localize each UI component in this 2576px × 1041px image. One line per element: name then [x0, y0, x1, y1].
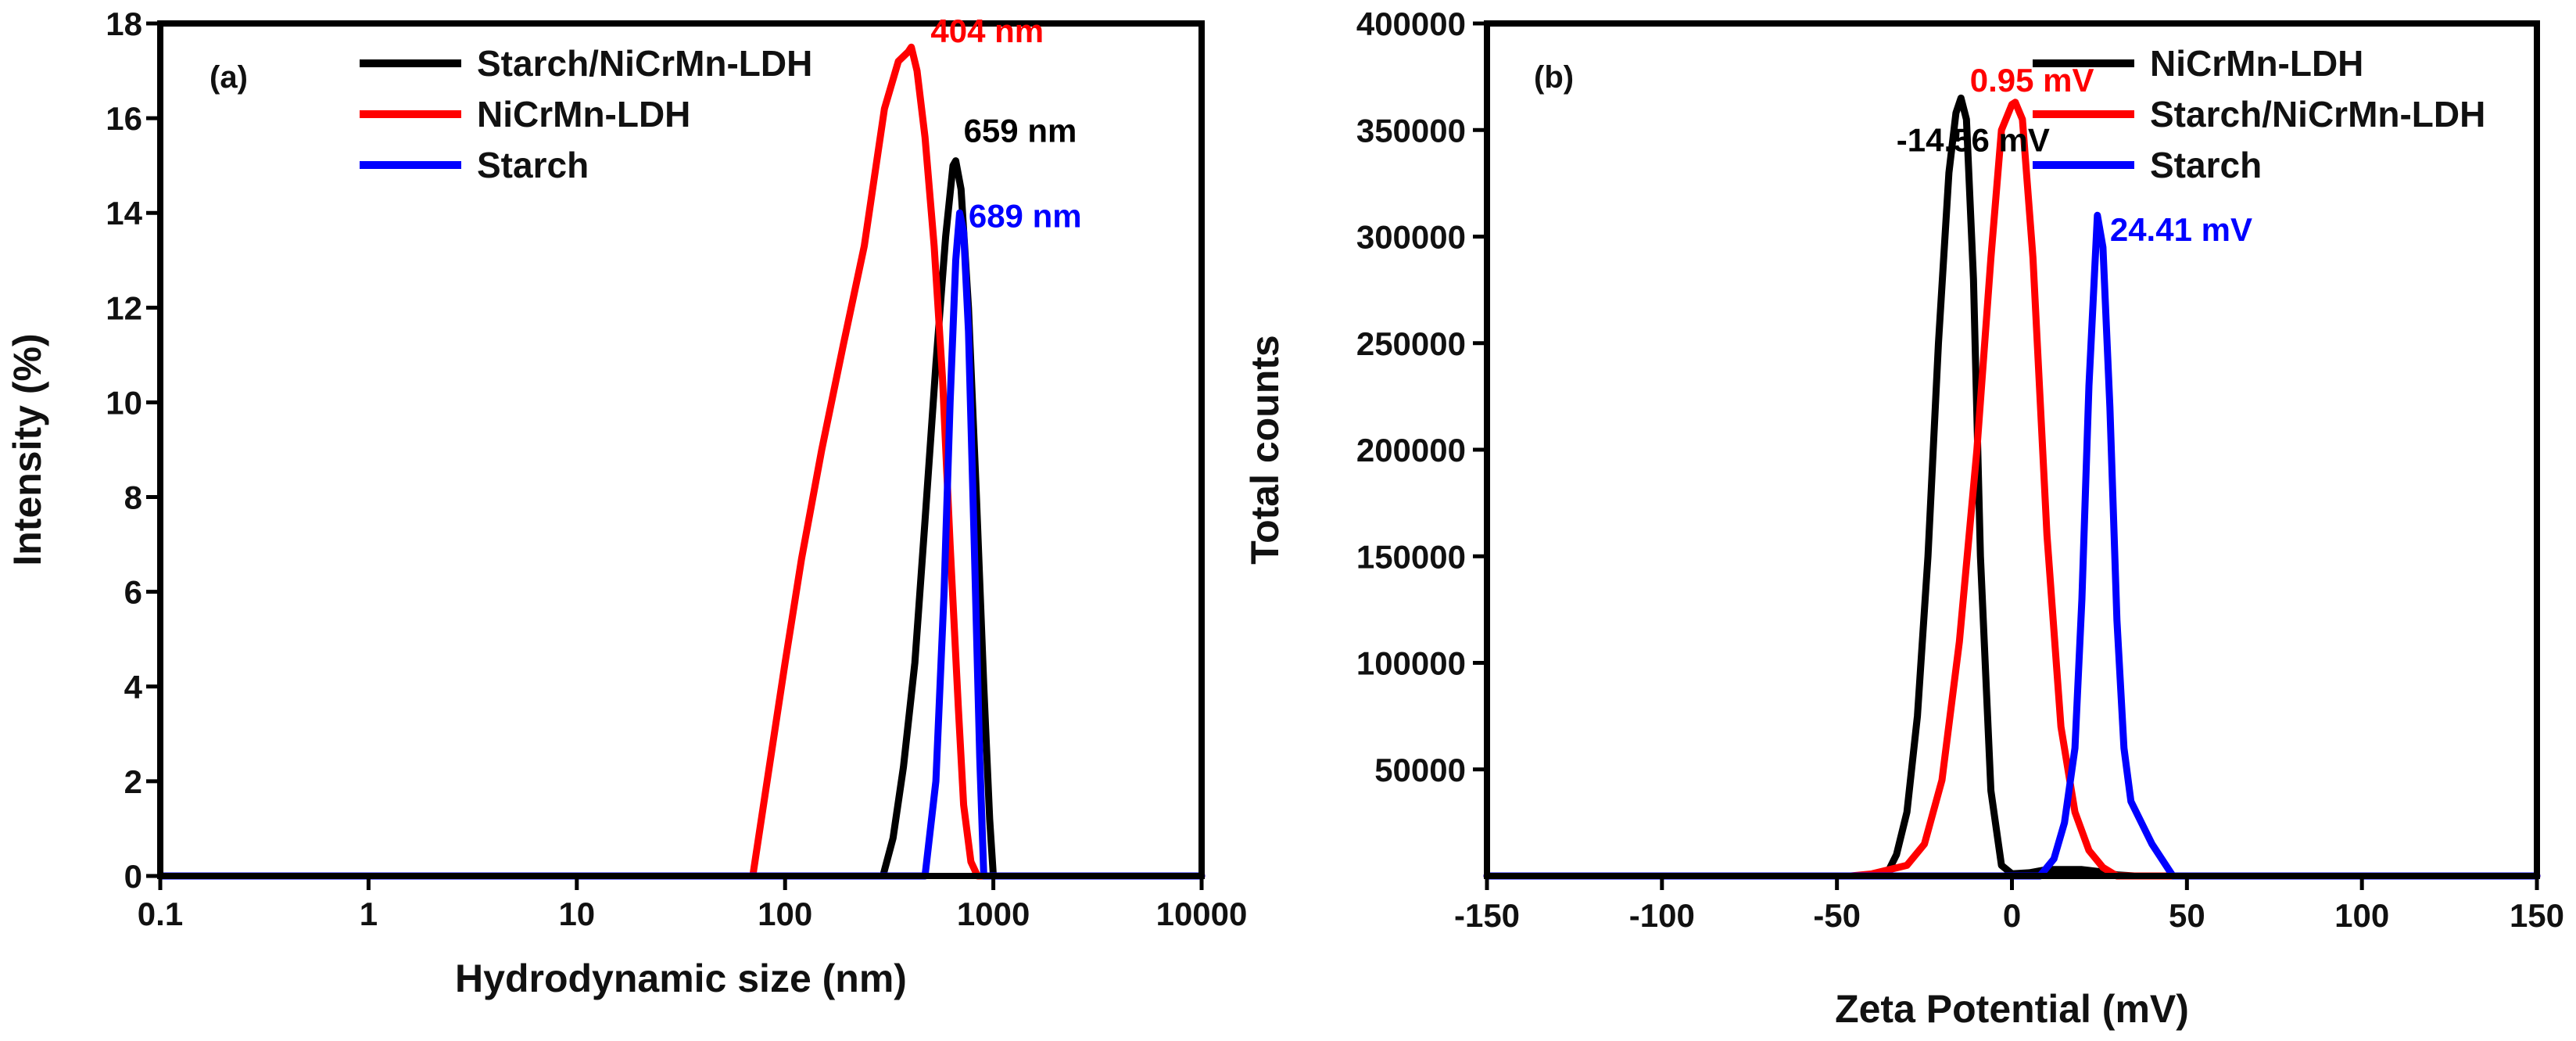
panel-a-plot-frame: [157, 20, 1205, 879]
y-tick-label: 0: [124, 858, 142, 895]
y-tick-label: 50000: [1374, 752, 1466, 788]
panel-a-plot-lines: [156, 43, 1206, 880]
y-tick-label: 4: [124, 669, 143, 705]
panel-a-annotations: 404 nm 659 nm 689 nm: [930, 13, 1081, 234]
y-tick-label: 16: [106, 100, 142, 137]
legend-label: NiCrMn-LDH: [477, 94, 690, 135]
series-line-starch: [1483, 211, 2541, 880]
series-line-starch-nicrmn-ldh: [1483, 99, 2541, 880]
series-line-starch-nicrmn-ldh: [156, 157, 1206, 880]
legend-label: Starch: [2150, 145, 2262, 185]
legend-label: NiCrMn-LDH: [2150, 43, 2363, 84]
y-tick-label: 18: [106, 5, 142, 42]
panel-a-label: (a): [210, 60, 248, 95]
peak-annotation: 404 nm: [930, 13, 1044, 49]
y-tick-label: 150000: [1356, 538, 1466, 575]
panel-a-y-axis-title: Intensity (%): [5, 333, 49, 565]
x-tick-label: 1000: [957, 896, 1030, 932]
panel-a-x-axis-title: Hydrodynamic size (nm): [455, 957, 907, 1000]
panel-b-plot-lines: [1483, 94, 2541, 880]
x-tick-label: -50: [1813, 897, 1861, 934]
legend-label: Starch: [477, 145, 589, 185]
series-line-nicrmn-ldh: [1483, 94, 2541, 880]
panel-b-x-axis-title: Zeta Potential (mV): [1835, 987, 2189, 1031]
peak-annotation: -14.56 mV: [1897, 122, 2050, 159]
y-tick-label: 6: [124, 574, 142, 611]
panel-b-annotations: 0.95 mV -14.56 mV 24.41 mV: [1897, 62, 2252, 248]
panel-b-ticks: -150 -100 -50 0 50 100 150 50000 100000 150000 200…: [1356, 5, 2564, 934]
x-tick-label: 10000: [1156, 896, 1248, 932]
series-line-starch: [156, 209, 1206, 880]
y-tick-label: 100000: [1356, 645, 1466, 682]
panel-b-y-axis-title: Total counts: [1243, 335, 1287, 565]
x-tick-label: 100: [2334, 897, 2389, 934]
x-tick-label: -100: [1629, 897, 1695, 934]
panel-b-label: (b): [1534, 60, 1574, 95]
y-tick-label: 8: [124, 479, 142, 516]
legend-label: Starch/NiCrMn-LDH: [2150, 94, 2485, 135]
y-tick-label: 200000: [1356, 432, 1466, 468]
x-tick-label: 100: [758, 896, 812, 932]
x-tick-label: 150: [2510, 897, 2564, 934]
x-tick-label: 0.1: [138, 896, 183, 932]
panel-b-chart: -150 -100 -50 0 50 100 150 50000 100000 150000 200…: [1243, 5, 2564, 1031]
y-tick-label: 12: [106, 289, 142, 326]
y-tick-label: 300000: [1356, 219, 1466, 256]
y-tick-label: 2: [124, 763, 142, 800]
series-line-nicrmn-ldh: [156, 43, 1206, 880]
x-tick-label: -150: [1454, 897, 1520, 934]
y-tick-label: 14: [106, 195, 142, 232]
x-tick-label: 1: [360, 896, 378, 932]
y-tick-label: 400000: [1356, 5, 1466, 42]
legend-label: Starch/NiCrMn-LDH: [477, 43, 812, 84]
panel-a-chart: 0.1 1 10 100 1000 10000 0 2 4 6 8 10 12 14 16 18 (a) Hy…: [5, 5, 1247, 1000]
y-tick-label: 350000: [1356, 112, 1466, 149]
y-tick-label: 250000: [1356, 325, 1466, 362]
peak-annotation: 689 nm: [969, 197, 1082, 234]
x-tick-label: 10: [558, 896, 595, 932]
panel-a-legend: Starch/NiCrMn-LDH NiCrMn-LDH Starch: [360, 43, 812, 185]
y-tick-label: 10: [106, 384, 142, 421]
x-tick-label: 50: [2169, 897, 2205, 934]
peak-annotation: 659 nm: [964, 112, 1077, 149]
peak-annotation: 24.41 mV: [2110, 211, 2252, 248]
peak-annotation: 0.95 mV: [1970, 62, 2094, 99]
panel-a-ticks: 0.1 1 10 100 1000 10000 0 2 4 6 8 10 12 14 16 18: [106, 5, 1247, 932]
panel-b-legend: NiCrMn-LDH Starch/NiCrMn-LDH Starch: [2033, 43, 2485, 185]
x-tick-label: 0: [2003, 897, 2021, 934]
